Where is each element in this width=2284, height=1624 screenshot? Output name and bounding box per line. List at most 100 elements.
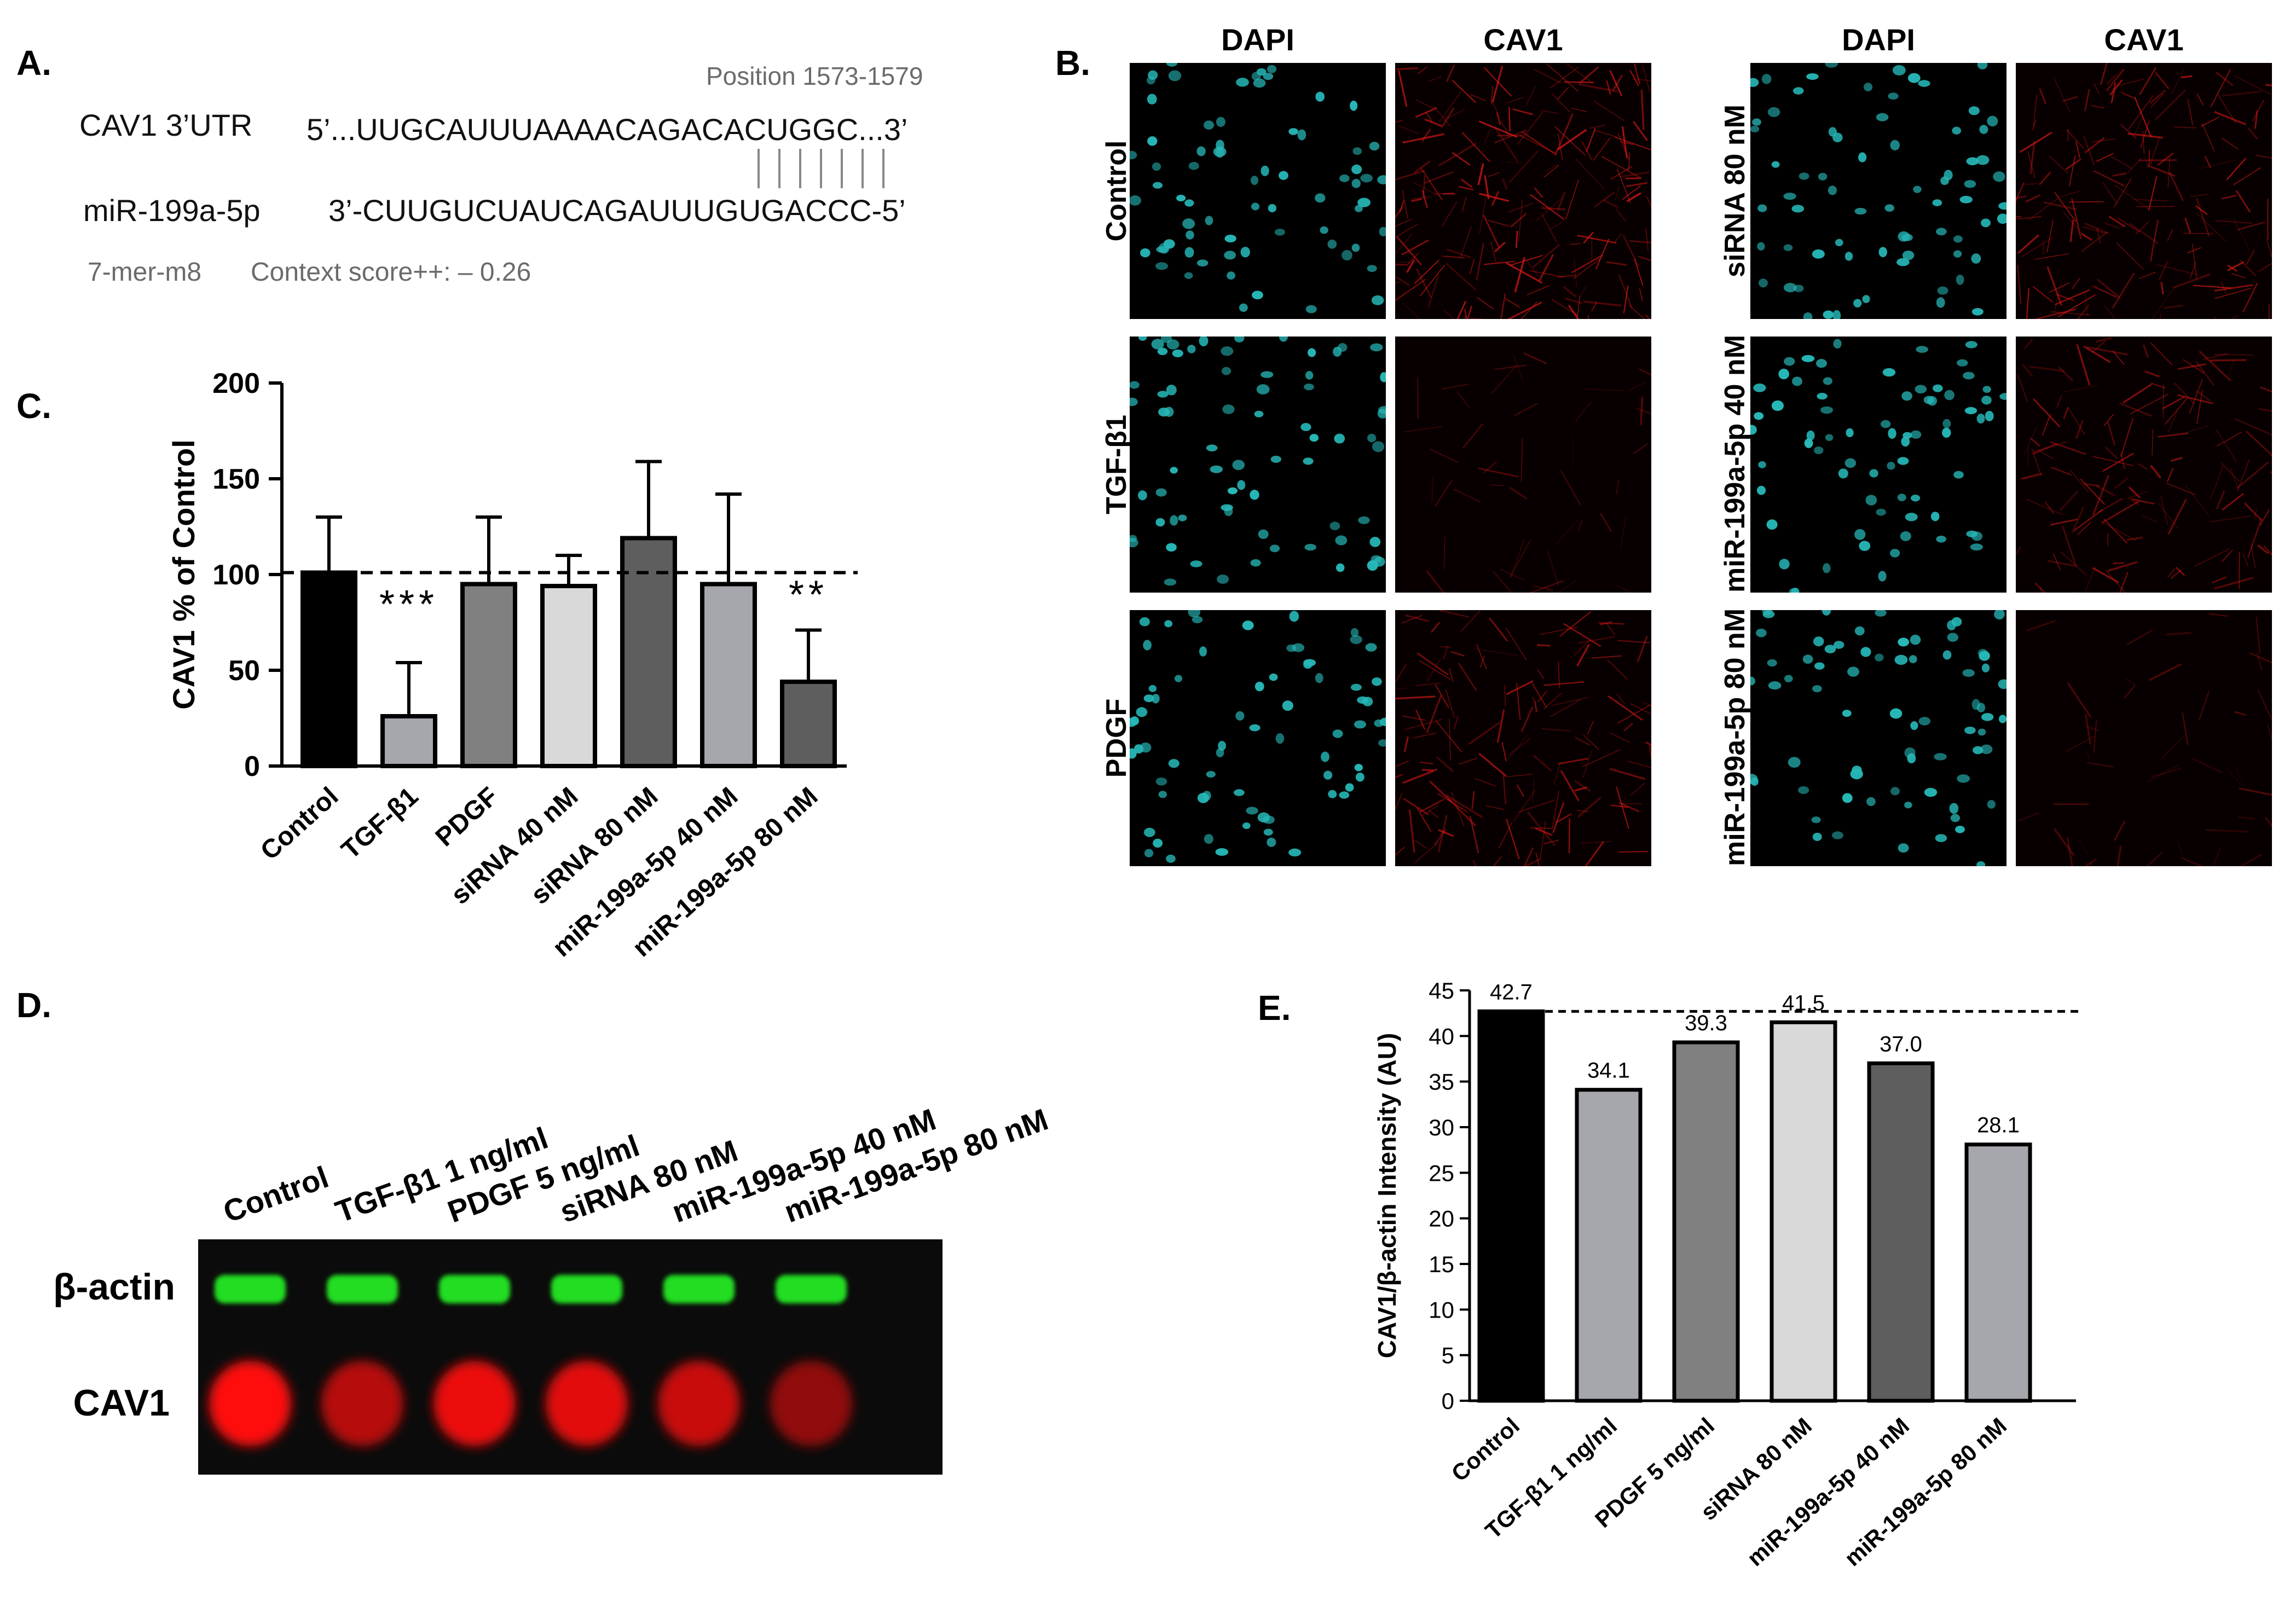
- cav1-fiber: [2062, 96, 2078, 102]
- cav1-fiber: [2071, 277, 2081, 289]
- cav1-fiber: [1505, 262, 1543, 284]
- cav1-fiber: [2214, 284, 2253, 292]
- cav1-fiber: [1475, 778, 1496, 787]
- cav1-fiber: [1642, 65, 1651, 93]
- panel-a-letter: A.: [16, 43, 51, 83]
- b-row-label: Control: [1101, 140, 1132, 242]
- cav1-fiber: [1488, 172, 1500, 177]
- nucleus: [1380, 372, 1386, 382]
- cav1-fiber: [2210, 69, 2231, 107]
- cav1-fiber: [1557, 129, 1587, 150]
- cav1-fiber: [1594, 192, 1615, 208]
- nucleus: [1377, 175, 1386, 184]
- nucleus: [1350, 683, 1362, 691]
- cav1-fiber: [2135, 221, 2149, 235]
- nucleus: [1833, 641, 1844, 649]
- cav1-fiber: [1412, 182, 1440, 197]
- nucleus: [1904, 802, 1912, 809]
- nucleus: [1979, 651, 1990, 661]
- cav1-fiber: [1593, 100, 1625, 121]
- cav1-fiber: [2053, 76, 2071, 113]
- cav1-fiber: [2233, 218, 2250, 251]
- nucleus: [1367, 265, 1377, 272]
- cav1-fiber: [2196, 93, 2204, 106]
- cav1-fiber: [2160, 282, 2164, 295]
- cav1-fiber: [1633, 121, 1649, 142]
- cav1-band: [546, 1361, 628, 1446]
- nucleus: [1976, 703, 1986, 712]
- cav1-fiber: [1484, 175, 1490, 199]
- nucleus: [1985, 410, 1994, 421]
- nucleus: [1199, 646, 1207, 657]
- c-y-tick-label: 50: [228, 655, 260, 687]
- cav1-fiber: [2144, 156, 2148, 169]
- nucleus: [1251, 202, 1260, 211]
- actin-band: [663, 1275, 735, 1303]
- cav1-fiber: [1452, 80, 1476, 103]
- cav1-fiber: [1517, 111, 1543, 145]
- nucleus: [1305, 371, 1314, 380]
- nucleus: [1981, 218, 1991, 228]
- cav1-fiber: [2199, 159, 2237, 169]
- cav1-fiber: [2033, 95, 2038, 127]
- cav1-fiber: [2096, 228, 2101, 243]
- cav1-fiber: [2171, 457, 2183, 462]
- cav1-fiber: [1640, 89, 1645, 130]
- cav1-fiber: [1600, 621, 1613, 625]
- cav1-fiber: [2216, 429, 2237, 462]
- nucleus: [1240, 247, 1250, 258]
- cav1-fiber: [2067, 682, 2092, 718]
- cav1-fiber: [2112, 272, 2135, 309]
- cav1-fiber: [2080, 478, 2106, 505]
- nucleus: [1216, 117, 1225, 127]
- cav1-fiber: [1532, 779, 1535, 802]
- nucleus: [1876, 113, 1889, 121]
- cav1-fiber: [1395, 687, 1407, 689]
- dapi-image: [1750, 63, 2007, 319]
- nucleus: [1289, 611, 1299, 622]
- cav1-fiber: [1584, 388, 1624, 392]
- cav1-fiber: [1427, 76, 1442, 83]
- cav1-fiber: [2081, 233, 2092, 241]
- nucleus: [1909, 655, 1917, 664]
- c-bar: [300, 570, 357, 768]
- cav1-fiber: [1411, 198, 1423, 202]
- cav1-fiber: [1583, 734, 1599, 750]
- cav1-fiber: [1433, 828, 1447, 846]
- cav1-fiber: [2026, 620, 2056, 631]
- nucleus: [1822, 610, 1831, 616]
- cav1-fiber: [1490, 241, 1497, 263]
- nucleus: [1351, 243, 1360, 252]
- cav1-fiber: [2193, 285, 2232, 289]
- cav1-fiber: [1543, 681, 1585, 686]
- cav1-fiber: [1518, 199, 1523, 241]
- nucleus: [1901, 234, 1913, 241]
- nucleus: [1130, 716, 1140, 726]
- actin-band: [215, 1275, 286, 1303]
- cav1-fiber: [2221, 462, 2240, 482]
- cav1-fiber: [1505, 774, 1533, 778]
- b-column-label-cav1: CAV1: [2104, 22, 2184, 57]
- nucleus: [1915, 385, 1927, 394]
- nucleus: [1761, 73, 1772, 84]
- nucleus: [1977, 728, 1986, 736]
- cav1-fiber: [2195, 361, 2214, 386]
- nucleus: [1147, 94, 1157, 105]
- c-x-tick-label: TGF-β1: [336, 782, 424, 865]
- cav1-fiber: [2156, 264, 2199, 276]
- cav1-fiber: [1491, 101, 1501, 119]
- cav1-fiber: [1535, 700, 1537, 712]
- cav1-fiber: [1469, 259, 1475, 275]
- cav1-fiber: [2249, 652, 2272, 664]
- cav1-fiber: [1431, 622, 1441, 633]
- cav1-fiber: [2023, 426, 2037, 456]
- nucleus: [1953, 250, 1962, 258]
- nucleus: [1977, 648, 1988, 657]
- cav1-fiber: [2161, 736, 2183, 759]
- nucleus: [1804, 438, 1813, 448]
- nucleus: [1913, 185, 1922, 193]
- cav1-fiber: [1583, 300, 1622, 307]
- cav1-fiber: [1442, 107, 1455, 126]
- cav1-fiber: [1404, 772, 1434, 782]
- nucleus: [1878, 247, 1887, 258]
